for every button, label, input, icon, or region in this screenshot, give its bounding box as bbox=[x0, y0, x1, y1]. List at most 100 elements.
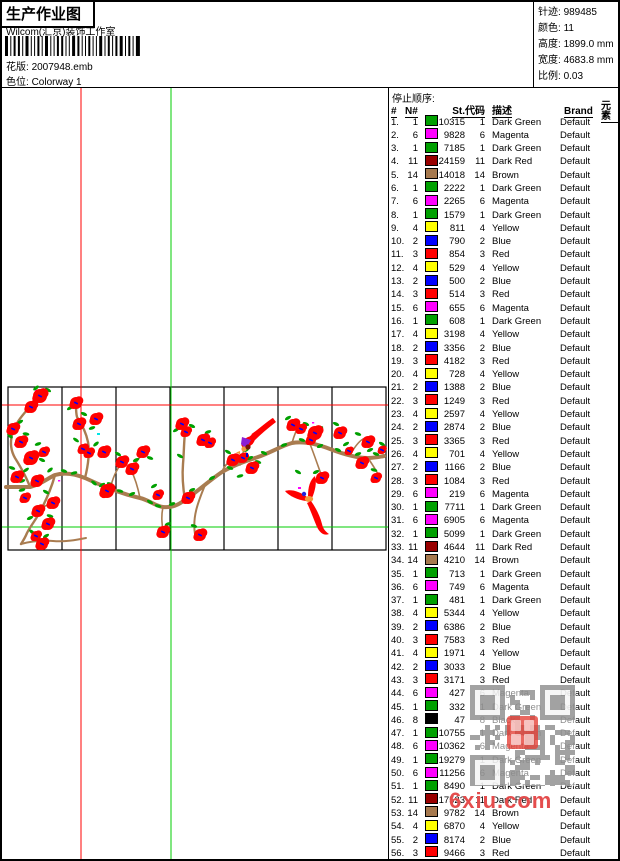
row-seq: 41. bbox=[391, 648, 405, 660]
row-seq: 44. bbox=[391, 688, 405, 700]
row-code: 2 bbox=[479, 462, 485, 474]
row-seq: 14. bbox=[391, 289, 405, 301]
row-color-swatch bbox=[418, 181, 438, 195]
row-color-swatch bbox=[418, 460, 438, 475]
row-stitches: 713 bbox=[449, 568, 465, 580]
row-code: 2 bbox=[479, 382, 485, 394]
row-stitches: 5099 bbox=[443, 528, 465, 540]
table-row: 25. 3 3365 3 Red Default bbox=[391, 434, 618, 447]
row-seq: 35. bbox=[391, 568, 405, 580]
row-description: Dark Green bbox=[492, 781, 542, 793]
table-row: 12. 4 529 4 Yellow Default bbox=[391, 261, 618, 274]
colorway-label: 色位: bbox=[6, 77, 29, 88]
row-stitches: 7583 bbox=[443, 635, 465, 647]
row-color-swatch bbox=[418, 779, 438, 794]
row-color-swatch bbox=[418, 274, 438, 289]
row-brand: Default bbox=[560, 502, 591, 514]
row-stitches: 500 bbox=[449, 276, 465, 288]
row-seq: 56. bbox=[391, 847, 405, 859]
row-color-swatch bbox=[418, 806, 438, 820]
row-color-swatch bbox=[418, 673, 438, 687]
row-seq: 49. bbox=[391, 754, 405, 766]
row-stitches: 811 bbox=[449, 222, 465, 234]
row-stitches: 47 bbox=[454, 714, 465, 726]
row-seq: 52. bbox=[391, 794, 405, 806]
row-seq: 31. bbox=[391, 515, 405, 527]
row-description: Magenta bbox=[492, 488, 529, 500]
row-description: Red bbox=[492, 635, 510, 647]
table-row: 42. 2 3033 2 Blue Default bbox=[391, 660, 618, 673]
row-description: Yellow bbox=[492, 821, 520, 833]
row-brand: Default bbox=[560, 608, 591, 620]
col-element: 元素 bbox=[601, 102, 618, 123]
row-color-swatch bbox=[418, 327, 438, 342]
row-stitches: 2265 bbox=[443, 196, 465, 208]
row-code: 1 bbox=[479, 568, 485, 580]
row-needle: 14 bbox=[407, 555, 418, 567]
row-code: 2 bbox=[479, 621, 485, 633]
col-code: 代码 bbox=[465, 106, 485, 118]
row-brand: Default bbox=[560, 276, 591, 288]
row-seq: 40. bbox=[391, 635, 405, 647]
row-color-swatch bbox=[418, 154, 438, 169]
row-description: Blue bbox=[492, 342, 512, 354]
row-needle: 11 bbox=[408, 156, 418, 168]
row-seq: 8. bbox=[391, 209, 399, 221]
row-needle: 3 bbox=[412, 395, 418, 407]
row-stitches: 514 bbox=[449, 289, 465, 301]
table-row: 2. 6 9828 6 Magenta Default bbox=[391, 128, 618, 141]
row-color-swatch bbox=[418, 606, 438, 621]
info-colors: 颜色: 11 bbox=[538, 23, 574, 34]
table-row: 39. 2 6386 2 Blue Default bbox=[391, 620, 618, 633]
table-row: 22. 3 1249 3 Red Default bbox=[391, 394, 618, 407]
row-brand: Default bbox=[560, 794, 591, 806]
barcode bbox=[5, 36, 140, 56]
row-stitches: 655 bbox=[449, 302, 465, 314]
row-code: 14 bbox=[474, 555, 485, 567]
row-stitches: 5344 bbox=[443, 608, 465, 620]
table-row: 56. 3 9466 3 Red Default bbox=[391, 846, 618, 859]
row-code: 1 bbox=[479, 315, 485, 327]
row-stitches: 6870 bbox=[443, 821, 465, 833]
row-stitches: 427 bbox=[449, 688, 465, 700]
row-stitches: 2874 bbox=[443, 422, 465, 434]
row-needle: 1 bbox=[412, 528, 418, 540]
row-seq: 24. bbox=[391, 422, 405, 434]
row-code: 4 bbox=[479, 648, 485, 660]
row-seq: 42. bbox=[391, 661, 405, 673]
row-stitches: 6905 bbox=[443, 515, 465, 527]
row-description: Magenta bbox=[492, 302, 529, 314]
row-needle: 3 bbox=[412, 249, 418, 261]
row-brand: Default bbox=[560, 289, 591, 301]
row-brand: Default bbox=[560, 329, 591, 341]
row-needle: 2 bbox=[412, 382, 418, 394]
row-seq: 23. bbox=[391, 409, 405, 421]
bird-flying bbox=[285, 476, 329, 535]
info-height: 高度: 1899.0 mm bbox=[538, 39, 614, 50]
row-stitches: 332 bbox=[449, 701, 465, 713]
row-description: Yellow bbox=[492, 329, 520, 341]
row-color-swatch bbox=[418, 354, 438, 368]
row-needle: 4 bbox=[412, 448, 418, 460]
colorway-value: Colorway 1 bbox=[31, 77, 82, 88]
row-description: Dark Green bbox=[492, 502, 542, 514]
row-color-swatch bbox=[418, 474, 438, 488]
table-row: 33. 11 4644 11 Dark Red Default bbox=[391, 540, 618, 554]
row-needle: 11 bbox=[408, 542, 418, 553]
row-needle: 1 bbox=[412, 209, 418, 221]
row-brand: Default bbox=[560, 635, 591, 647]
row-code: 1 bbox=[479, 182, 485, 194]
row-code: 4 bbox=[479, 608, 485, 620]
table-row: 30. 1 7711 1 Dark Green Default bbox=[391, 500, 618, 514]
info-scale: 比例: 0.03 bbox=[538, 71, 584, 82]
table-row: 17. 4 3198 4 Yellow Default bbox=[391, 327, 618, 342]
row-color-swatch bbox=[418, 380, 438, 395]
row-color-swatch bbox=[418, 447, 438, 461]
row-brand: Default bbox=[560, 661, 591, 673]
row-seq: 29. bbox=[391, 488, 405, 500]
row-needle: 4 bbox=[412, 222, 418, 234]
row-description: Yellow bbox=[492, 222, 520, 234]
row-code: 2 bbox=[479, 276, 485, 288]
row-seq: 12. bbox=[391, 262, 405, 274]
row-brand: Default bbox=[560, 302, 591, 314]
